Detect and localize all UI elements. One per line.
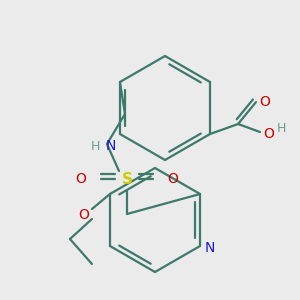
- Text: S: S: [122, 172, 133, 187]
- Text: H: H: [276, 122, 286, 134]
- Text: N: N: [205, 241, 215, 255]
- Text: O: O: [260, 95, 271, 109]
- Text: H: H: [90, 140, 100, 152]
- Text: O: O: [167, 172, 178, 186]
- Text: O: O: [76, 172, 86, 186]
- Text: N: N: [106, 139, 116, 153]
- Text: O: O: [264, 127, 274, 141]
- Text: O: O: [79, 208, 89, 222]
